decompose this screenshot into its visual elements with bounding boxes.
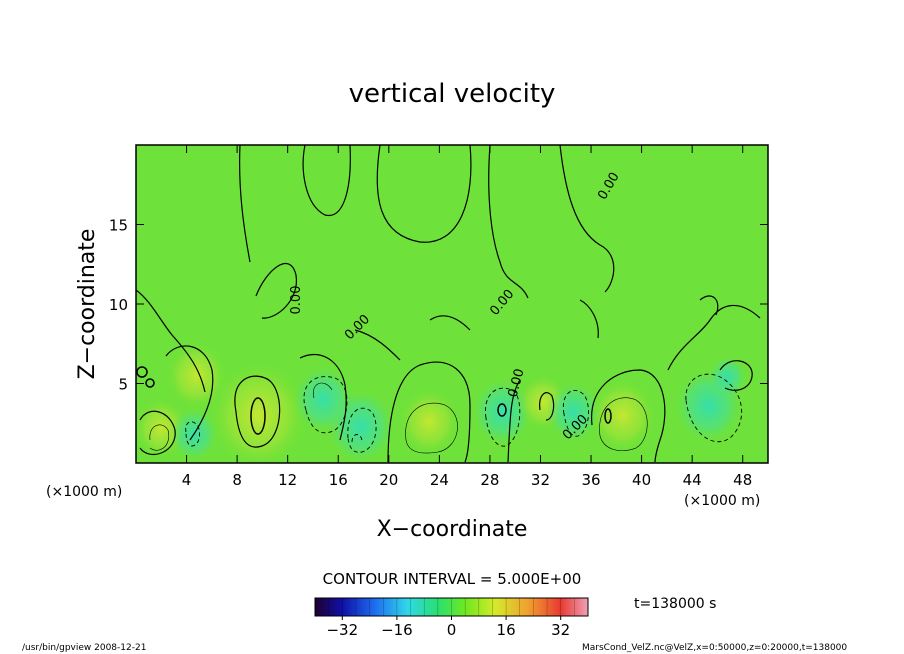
x-tick-label: 28 <box>480 471 499 489</box>
colorbar-tick-label: −32 <box>326 621 358 639</box>
downdraft-region <box>327 389 395 463</box>
y-tick-label: 15 <box>109 217 128 235</box>
zero-contour-label: 0.00 <box>289 286 304 315</box>
x-unit-label-left: (×1000 m) <box>46 484 122 500</box>
x-unit-label-right: (×1000 m) <box>684 493 760 509</box>
x-axis: 4 8 12 16 20 24 28 32 36 40 44 48 <box>182 145 752 489</box>
time-label: t=138000 s <box>634 596 716 612</box>
x-tick-label: 32 <box>531 471 550 489</box>
downdraft-region <box>708 356 747 398</box>
x-tick-label: 48 <box>733 471 752 489</box>
colorbar-ticks: −32 −16 0 16 32 <box>326 598 575 639</box>
plot-area <box>136 145 768 463</box>
x-tick-label: 12 <box>278 471 297 489</box>
y-tick-label: 10 <box>109 296 128 314</box>
downdraft-region <box>472 379 533 446</box>
x-tick-label: 20 <box>379 471 398 489</box>
footer-right: MarsCond_VelZ.nc@VelZ,x=0:50000,z=0:2000… <box>582 643 847 653</box>
colorbar-tick-label: 0 <box>447 621 457 639</box>
colorbar-tick-label: 16 <box>497 621 516 639</box>
y-axis: 5 10 15 <box>109 217 768 394</box>
downdraft-region <box>546 382 601 442</box>
y-axis-title: Z−coordinate <box>75 229 100 380</box>
footer-left: /usr/bin/gpview 2008-12-21 <box>22 643 146 653</box>
zero-contour-label: 0.00 <box>506 367 528 399</box>
x-tick-label: 24 <box>430 471 449 489</box>
x-tick-label: 8 <box>232 471 242 489</box>
x-axis-title: X−coordinate <box>377 517 528 542</box>
x-tick-label: 4 <box>182 471 192 489</box>
colorbar-tick-label: 32 <box>551 621 570 639</box>
contour-interval-label: CONTOUR INTERVAL = 5.000E+00 <box>323 570 582 588</box>
x-tick-label: 44 <box>683 471 702 489</box>
chart-title: vertical velocity <box>349 79 556 109</box>
x-tick-label: 16 <box>329 471 348 489</box>
zero-contour-labels: 0.00 0.00 0.00 0.00 0.00 0.00 <box>289 170 623 443</box>
updraft-region <box>209 361 308 463</box>
x-tick-label: 40 <box>632 471 651 489</box>
y-tick-label: 5 <box>118 376 128 394</box>
updraft-region <box>589 378 656 452</box>
updraft-region <box>399 388 460 455</box>
colorbar-tick-label: −16 <box>381 621 413 639</box>
x-tick-label: 36 <box>581 471 600 489</box>
